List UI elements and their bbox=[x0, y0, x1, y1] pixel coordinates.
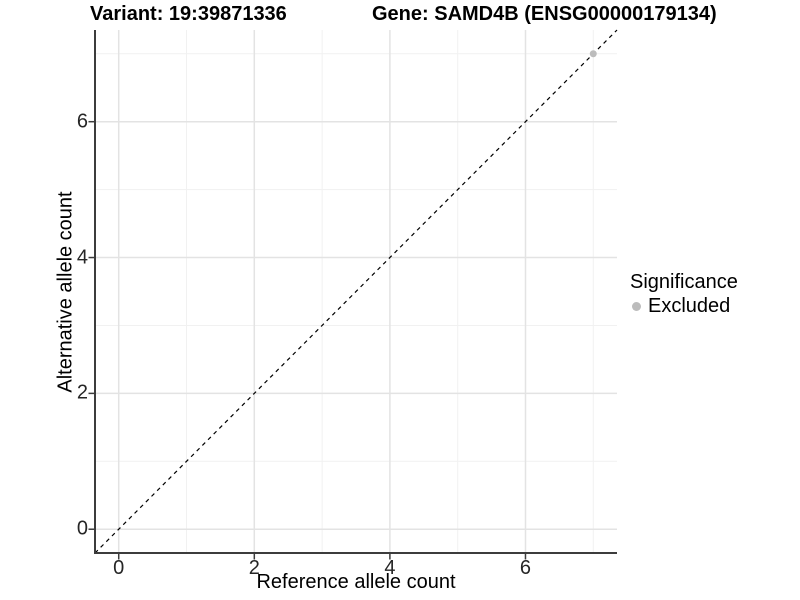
x-tick-label: 4 bbox=[384, 557, 396, 579]
x-tick-label: 0 bbox=[113, 557, 125, 579]
legend-item-label: Excluded bbox=[648, 295, 731, 317]
y-tick-label: 4 bbox=[76, 246, 88, 269]
plot-title-gene: Gene: SAMD4B (ENSG00000179134) bbox=[372, 3, 717, 25]
plot-title-variant: Variant: 19:39871336 bbox=[90, 3, 287, 25]
y-axis-title: Alternative allele count bbox=[54, 191, 77, 393]
x-tick-label: 2 bbox=[248, 557, 260, 579]
y-tick-label: 2 bbox=[76, 381, 88, 404]
y-tick-label: 0 bbox=[76, 517, 88, 540]
legend: Significance Excluded bbox=[630, 271, 738, 318]
legend-item-excluded: Excluded bbox=[632, 295, 738, 318]
identity-dashed-line bbox=[94, 29, 618, 554]
excluded-point-icon bbox=[632, 302, 641, 311]
x-tick-label: 6 bbox=[519, 557, 532, 579]
data-point-excluded bbox=[589, 50, 597, 58]
legend-title: Significance bbox=[630, 271, 738, 293]
y-tick-label: 6 bbox=[76, 110, 88, 133]
x-axis-title: Reference allele count bbox=[256, 571, 456, 593]
